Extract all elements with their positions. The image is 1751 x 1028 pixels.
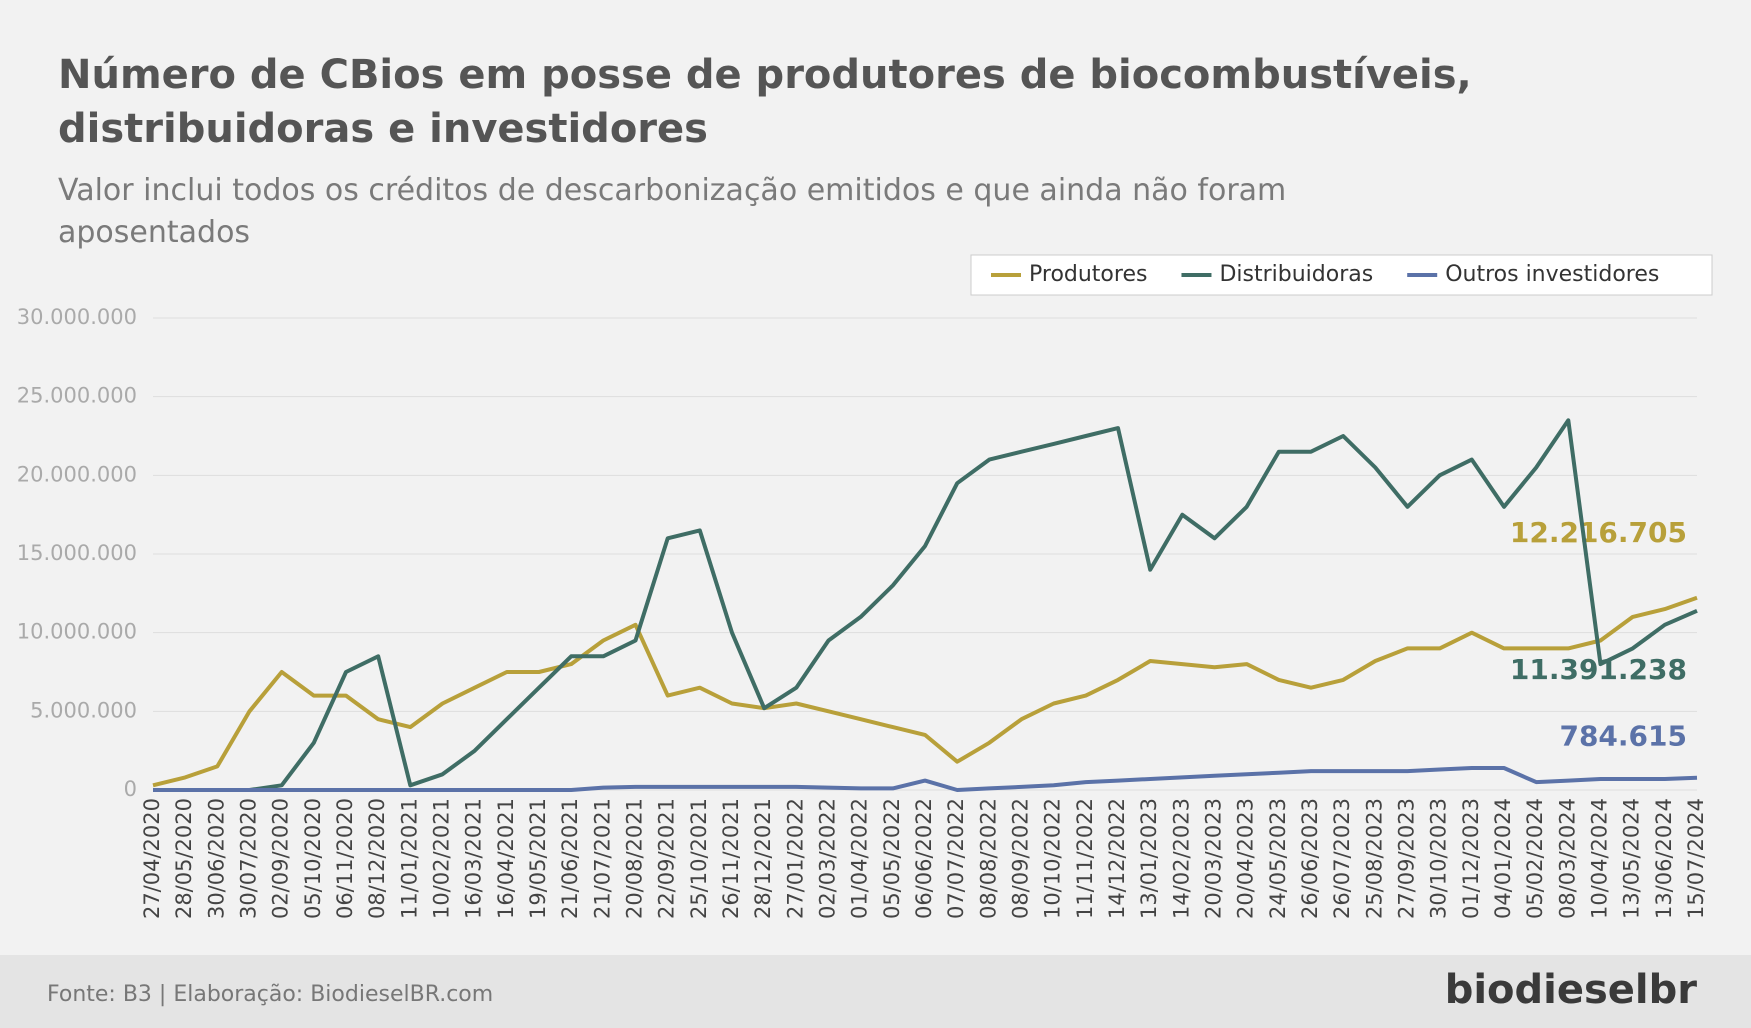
- x-tick-label: 16/03/2021: [462, 798, 486, 919]
- x-tick-label: 01/12/2023: [1459, 798, 1483, 919]
- x-tick-label: 08/12/2020: [365, 798, 389, 919]
- line-series: [153, 766, 1698, 792]
- x-tick-label: 13/05/2024: [1620, 798, 1644, 919]
- x-tick-label: 06/11/2020: [333, 798, 357, 919]
- x-tick-label: 05/02/2024: [1523, 798, 1547, 919]
- x-tick-label: 01/04/2022: [848, 798, 872, 919]
- x-tick-label: 15/07/2024: [1684, 798, 1708, 919]
- x-tick-label: 25/10/2021: [687, 798, 711, 919]
- x-tick-label: 27/01/2022: [783, 798, 807, 919]
- x-tick-label: 26/06/2023: [1298, 798, 1322, 919]
- x-tick-label: 20/03/2023: [1202, 798, 1226, 919]
- x-tick-label: 20/08/2021: [623, 798, 647, 919]
- footer-band: [0, 955, 1751, 1028]
- y-tick-label: 5.000.000: [30, 698, 137, 722]
- brand-logo: biodieselbr: [1445, 967, 1698, 1013]
- y-tick-label: 20.000.000: [17, 462, 137, 486]
- legend-label: Distribuidoras: [1219, 262, 1373, 287]
- legend-box: [970, 254, 1713, 296]
- line-series: [153, 418, 1698, 792]
- x-tick-label: 06/06/2022: [912, 798, 936, 919]
- y-tick-label: 25.000.000: [17, 384, 137, 408]
- x-tick-label: 07/07/2022: [944, 798, 968, 919]
- x-tick-label: 26/07/2023: [1330, 798, 1354, 919]
- x-tick-label: 02/09/2020: [269, 798, 293, 919]
- x-tick-label: 22/09/2021: [655, 798, 679, 919]
- y-tick-label: 30.000.000: [17, 305, 137, 329]
- x-tick-label: 21/07/2021: [590, 798, 614, 919]
- x-tick-label: 02/03/2022: [816, 798, 840, 919]
- x-tick-label: 21/06/2021: [558, 798, 582, 919]
- x-tick-label: 13/06/2024: [1652, 798, 1676, 919]
- x-tick-label: 08/03/2024: [1555, 798, 1579, 919]
- x-tick-label: 19/05/2021: [526, 798, 550, 919]
- x-tick-label: 20/04/2023: [1234, 798, 1258, 919]
- x-tick-label: 04/01/2024: [1491, 798, 1515, 919]
- chart-subtitle: Valor inclui todos os créditos de descar…: [58, 173, 1287, 250]
- x-tick-label: 11/01/2021: [397, 798, 421, 919]
- y-tick-label: 0: [124, 777, 137, 801]
- x-tick-label: 08/08/2022: [976, 798, 1000, 919]
- x-tick-label: 27/09/2023: [1395, 798, 1419, 919]
- y-tick-label: 15.000.000: [17, 541, 137, 565]
- x-tick-label: 13/01/2023: [1137, 798, 1161, 919]
- x-tick-label: 11/11/2022: [1073, 798, 1097, 919]
- y-tick-label: 10.000.000: [17, 620, 137, 644]
- x-tick-label: 16/04/2021: [494, 798, 518, 919]
- x-tick-label: 27/04/2020: [140, 798, 164, 919]
- x-tick-label: 28/12/2021: [751, 798, 775, 919]
- legend: Produtores Distribuidoras Outros investido…: [970, 254, 1713, 296]
- legend-label: Outros investidores: [1445, 262, 1659, 287]
- end-value-label: 784.615: [1559, 720, 1687, 753]
- x-tick-label: 05/10/2020: [301, 798, 325, 919]
- x-tick-label: 26/11/2021: [719, 798, 743, 919]
- end-value-label: 12.216.705: [1510, 516, 1687, 549]
- chart-title: Número de CBios em posse de produtores d…: [58, 52, 1472, 152]
- subtitle-box: Valor inclui todos os créditos de descar…: [58, 173, 1287, 250]
- x-tick-label: 30/06/2020: [204, 798, 228, 919]
- x-tick-label: 05/05/2022: [880, 798, 904, 919]
- x-tick-label: 25/08/2023: [1362, 798, 1386, 919]
- x-tick-label: 28/05/2020: [172, 798, 196, 919]
- x-tick-label: 08/09/2022: [1009, 798, 1033, 919]
- line-series: [152, 595, 1698, 788]
- x-tick-label: 14/02/2023: [1169, 798, 1193, 919]
- x-tick-label: 10/10/2022: [1041, 798, 1065, 919]
- end-value-label: 11.391.238: [1510, 653, 1687, 686]
- x-tick-label: 30/07/2020: [237, 798, 261, 919]
- x-tick-label: 24/05/2023: [1266, 798, 1290, 919]
- x-tick-label: 30/10/2023: [1427, 798, 1451, 919]
- legend-label: Produtores: [1029, 262, 1147, 287]
- source-note: Fonte: B3 | Elaboração: BiodieselBR.com: [47, 982, 493, 1007]
- x-tick-label: 10/02/2021: [430, 798, 454, 919]
- x-tick-label: 14/12/2022: [1105, 798, 1129, 919]
- x-tick-label: 10/04/2024: [1588, 798, 1612, 919]
- title-box: Número de CBios em posse de produtores d…: [58, 52, 1472, 152]
